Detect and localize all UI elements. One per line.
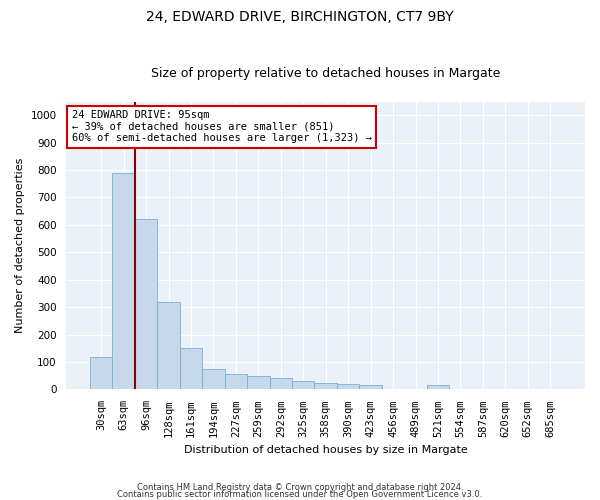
Text: Contains HM Land Registry data © Crown copyright and database right 2024.: Contains HM Land Registry data © Crown c…: [137, 484, 463, 492]
Bar: [157, 302, 180, 390]
Bar: [314, 382, 337, 390]
Bar: [202, 369, 224, 390]
Bar: [135, 220, 157, 390]
Text: 24 EDWARD DRIVE: 95sqm
← 39% of detached houses are smaller (851)
60% of semi-de: 24 EDWARD DRIVE: 95sqm ← 39% of detached…: [71, 110, 371, 144]
Bar: [359, 384, 382, 390]
Bar: [180, 348, 202, 390]
Text: Contains public sector information licensed under the Open Government Licence v3: Contains public sector information licen…: [118, 490, 482, 499]
Bar: [90, 356, 112, 390]
Title: Size of property relative to detached houses in Margate: Size of property relative to detached ho…: [151, 66, 500, 80]
Bar: [427, 384, 449, 390]
Bar: [247, 376, 269, 390]
Y-axis label: Number of detached properties: Number of detached properties: [15, 158, 25, 333]
Bar: [292, 381, 314, 390]
Bar: [112, 173, 135, 390]
Bar: [269, 378, 292, 390]
Text: 24, EDWARD DRIVE, BIRCHINGTON, CT7 9BY: 24, EDWARD DRIVE, BIRCHINGTON, CT7 9BY: [146, 10, 454, 24]
X-axis label: Distribution of detached houses by size in Margate: Distribution of detached houses by size …: [184, 445, 467, 455]
Bar: [224, 374, 247, 390]
Bar: [337, 384, 359, 390]
